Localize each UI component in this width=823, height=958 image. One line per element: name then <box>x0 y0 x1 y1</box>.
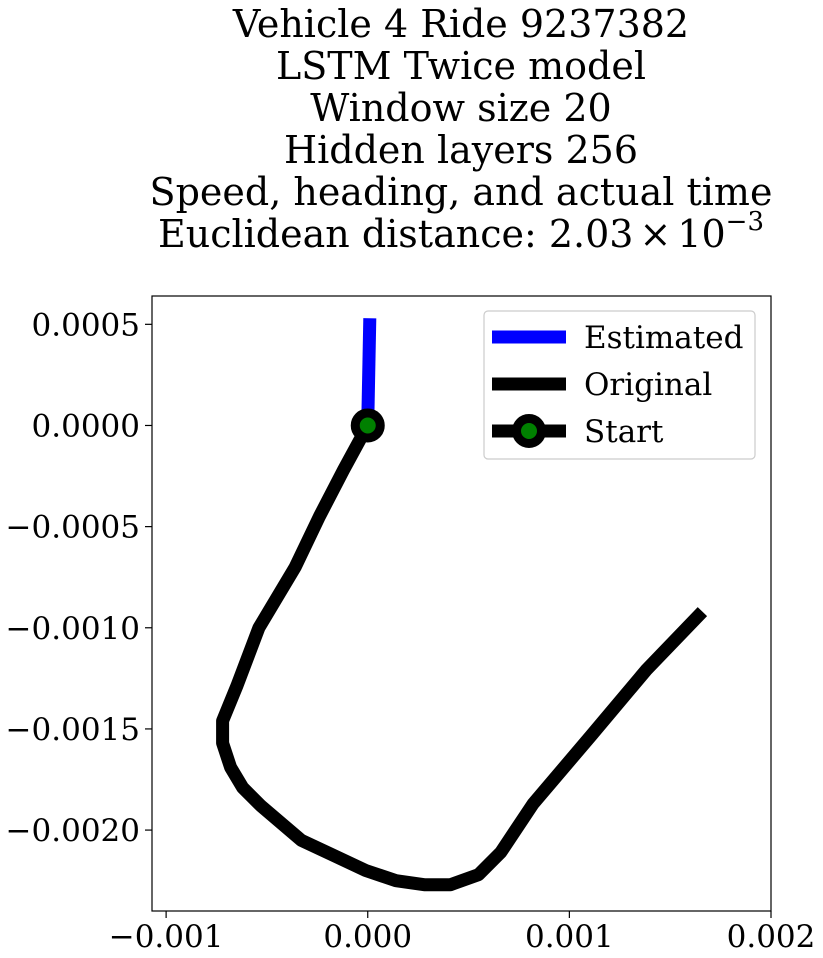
title-line-2: LSTM Twice model <box>276 44 646 88</box>
legend-box <box>483 310 756 460</box>
ticks-layer: −0.001 0.000 0.001 0.002 0.0005 0.0000 −0.0005… <box>6 307 816 955</box>
x-tick-label-2: 0.001 <box>525 919 614 955</box>
distance-times: × <box>639 212 671 256</box>
legend: Estimated Original Start <box>483 310 756 460</box>
chart-title: Vehicle 4 Ride 9237382 LSTM Twice model … <box>150 2 773 256</box>
distance-base: 10 <box>677 212 725 256</box>
distance-mantissa: 2.03 <box>549 212 634 256</box>
title-line-5: Speed, heading, and actual time <box>150 170 773 214</box>
distance-exponent: −3 <box>726 207 764 237</box>
series-line-original <box>216 422 708 892</box>
y-tick-label-4: −0.0015 <box>6 712 140 748</box>
y-tick-label-1: 0.0000 <box>32 408 140 444</box>
series-layer <box>216 318 708 892</box>
x-tick-label-1: 0.000 <box>323 919 412 955</box>
title-line-6-distance: Euclidean distance: 2.03 × 10−3 <box>158 207 764 256</box>
series-line-estimated <box>361 318 377 426</box>
x-tick-label-3: 0.002 <box>727 919 816 955</box>
legend-label-estimated: Estimated <box>584 320 743 356</box>
axes-frame <box>151 295 772 912</box>
y-tick-label-0: 0.0005 <box>32 307 140 343</box>
title-line-4: Hidden layers 256 <box>284 128 638 172</box>
y-tick-label-2: −0.0005 <box>6 510 140 546</box>
y-tick-label-5: −0.0020 <box>6 813 140 849</box>
x-tick-label-0: −0.001 <box>109 919 224 955</box>
legend-start-marker <box>512 414 546 448</box>
start-marker <box>350 408 385 443</box>
distance-label: Euclidean distance: <box>158 212 549 256</box>
title-line-3: Window size 20 <box>310 86 611 130</box>
plot-area <box>151 295 772 912</box>
legend-label-start: Start <box>584 414 664 450</box>
y-tick-label-3: −0.0010 <box>6 611 140 647</box>
legend-label-original: Original <box>584 367 712 403</box>
title-line-1: Vehicle 4 Ride 9237382 <box>232 2 689 46</box>
